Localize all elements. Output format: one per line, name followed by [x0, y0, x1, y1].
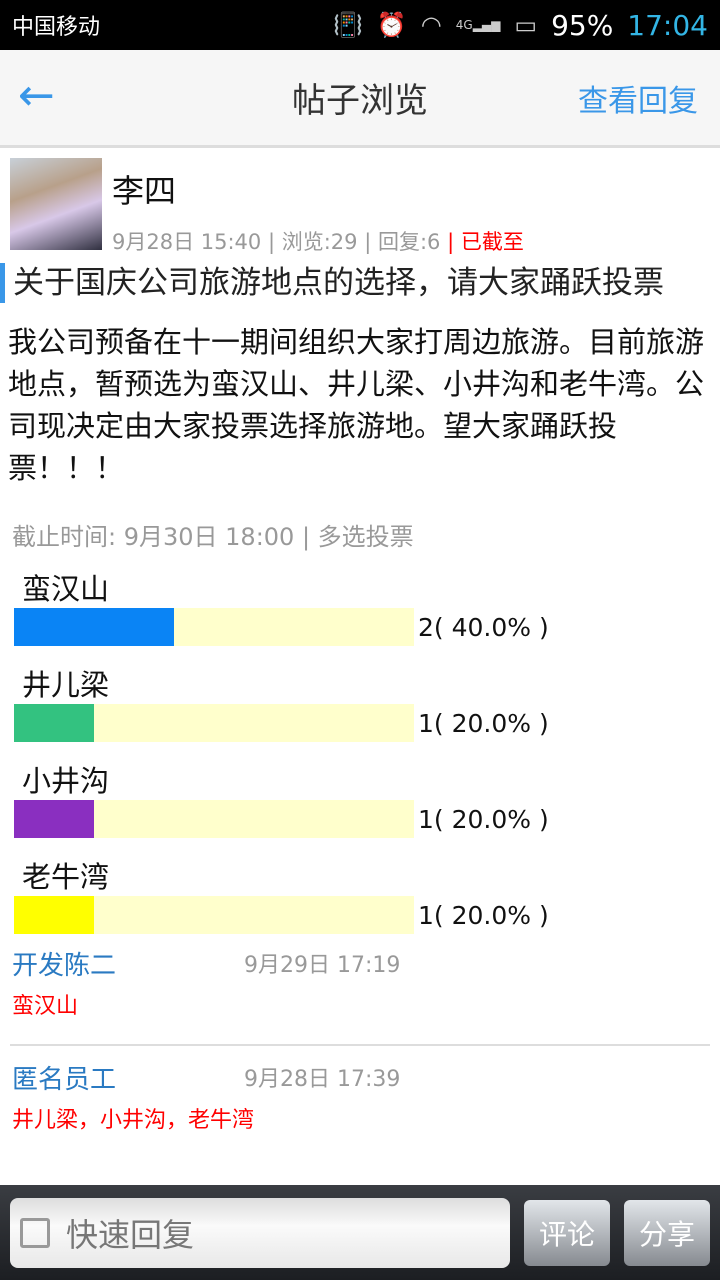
view-replies-button[interactable]: 查看回复 [578, 83, 698, 119]
vote-count: 1( 20.0% ) [418, 900, 549, 930]
signal-icon: 4G▂▄▆ [455, 18, 501, 32]
divider [10, 1044, 710, 1046]
alarm-icon: ⏰ [376, 11, 407, 39]
edit-icon [20, 1217, 50, 1248]
vote-count: 2( 40.0% ) [418, 612, 549, 642]
vote-bar [14, 704, 414, 742]
option-name: 小井沟 [22, 764, 110, 798]
author-name: 李四 [112, 172, 177, 210]
app-bar: ← 帖子浏览 查看回复 [0, 50, 720, 148]
option-name: 井儿梁 [22, 668, 110, 702]
reply-user[interactable]: 开发陈二 [12, 950, 117, 981]
vote-bar [14, 800, 414, 838]
clock: 17:04 [627, 8, 708, 42]
carrier: 中国移动 [12, 15, 101, 40]
post-body: 我公司预备在十一期间组织大家打周边旅游。目前旅游地点，暂预选为蛮汉山、井儿梁、小… [8, 325, 705, 485]
vote-count: 1( 20.0% ) [418, 708, 549, 738]
vibrate-icon: 📳 [333, 11, 363, 39]
vote-count: 1( 20.0% ) [418, 804, 549, 834]
poll-option[interactable]: 老牛湾 1( 20.0% ) [0, 854, 720, 936]
vote-bar [14, 896, 414, 934]
vote-bar [14, 608, 414, 646]
comment-button[interactable]: 评论 [524, 1199, 610, 1266]
poll-option[interactable]: 蛮汉山 2( 40.0% ) [0, 566, 720, 648]
post-date: 9月28日 15:40 [112, 230, 262, 254]
post-meta: 9月28日 15:40 | 浏览:29 | 回复:6 | 已截至 [112, 226, 524, 256]
reply-choice: 井儿梁，小井沟，老牛湾 [12, 1108, 255, 1133]
bottom-bar: 快速回复 评论 分享 [0, 1185, 720, 1280]
wifi-icon: ◠ [420, 11, 442, 39]
vote-bar-fill [14, 608, 174, 646]
author-block: 李四 9月28日 15:40 | 浏览:29 | 回复:6 | 已截至 [0, 148, 720, 254]
page-title: 帖子浏览 [292, 81, 428, 121]
reply-item: 匿名员工 9月28日 17:39 井儿梁，小井沟，老牛湾 [0, 1058, 720, 1134]
reply-user[interactable]: 匿名员工 [12, 1064, 117, 1095]
reply-time: 9月28日 17:39 [244, 1067, 401, 1092]
poll-option[interactable]: 井儿梁 1( 20.0% ) [0, 662, 720, 744]
quick-reply-placeholder: 快速回复 [66, 1215, 195, 1254]
poll-option[interactable]: 小井沟 1( 20.0% ) [0, 758, 720, 840]
reply-choice: 蛮汉山 [12, 994, 79, 1019]
reply-time: 9月29日 17:19 [244, 953, 401, 978]
vote-bar-fill [14, 704, 94, 742]
battery-level: 95% [551, 8, 614, 42]
network-type: 4G [455, 18, 473, 32]
avatar[interactable] [10, 158, 102, 250]
reply-item: 开发陈二 9月29日 17:19 蛮汉山 [0, 944, 720, 1020]
vote-bar-fill [14, 896, 94, 934]
back-arrow-icon[interactable]: ← [18, 70, 55, 121]
status-bar: 中国移动 📳 ⏰ ◠ 4G▂▄▆ ▭ 95% 17:04 [0, 0, 720, 50]
quick-reply-input[interactable]: 快速回复 [10, 1197, 510, 1268]
poll-options: 蛮汉山 2( 40.0% ) 井儿梁 1( 20.0% ) 小井沟 1( 20.0% … [0, 566, 720, 936]
option-name: 蛮汉山 [22, 572, 110, 606]
option-name: 老牛湾 [22, 860, 110, 894]
view-count: | 浏览:29 [267, 230, 358, 254]
vote-bar-fill [14, 800, 94, 838]
battery-icon: ▭ [514, 11, 538, 39]
post-title: 关于国庆公司旅游地点的选择，请大家踊跃投票 [0, 263, 720, 303]
closed-status: | 已截至 [447, 230, 524, 254]
reply-count: | 回复:6 [364, 230, 441, 254]
poll-deadline: 截止时间: 9月30日 18:00 | 多选投票 [12, 523, 414, 551]
share-button[interactable]: 分享 [624, 1199, 710, 1266]
